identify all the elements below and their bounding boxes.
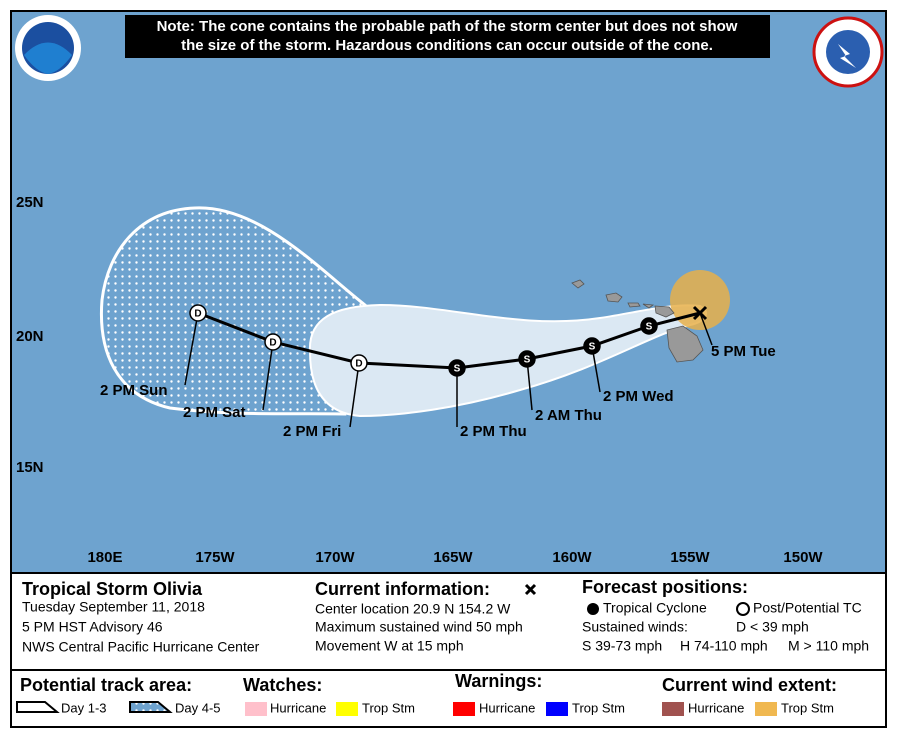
- track-symbol: S: [454, 364, 461, 375]
- noaa-logo: [15, 15, 81, 81]
- warn-trop: Trop Stm: [572, 700, 625, 715]
- post-label: Post/Potential TC: [753, 600, 862, 616]
- day45-cone: [99, 206, 367, 416]
- lon-label: 170W: [315, 549, 355, 566]
- storm-name: Tropical Storm Olivia: [22, 579, 203, 599]
- track-marker: [583, 337, 601, 355]
- track-symbol: S: [524, 355, 531, 366]
- note-box: [125, 15, 770, 58]
- lon-label: 160W: [552, 549, 592, 566]
- time-label: 5 PM Tue: [711, 343, 776, 360]
- tc-label: Tropical Cyclone: [603, 600, 707, 616]
- note: Note: The cone contains the probable pat…: [157, 18, 738, 54]
- s-label: S 39-73 mph: [582, 638, 662, 654]
- x-icon: [524, 583, 537, 596]
- warnings-title: Warnings:: [455, 671, 542, 691]
- wind-trop-swatch: [755, 702, 777, 716]
- track-marker: [448, 359, 466, 377]
- day13-icon: [16, 701, 60, 713]
- wind-hurricane: Hurricane: [688, 700, 744, 715]
- watches-title: Watches:: [243, 675, 322, 695]
- wind-extent: [670, 270, 730, 330]
- leader: [699, 312, 713, 346]
- m-label: M > 110 mph: [788, 638, 869, 654]
- time-label: 2 AM Thu: [535, 407, 602, 424]
- day13-label: Day 1-3: [61, 700, 107, 715]
- track-symbol: S: [646, 322, 653, 333]
- watch-hurricane-swatch: [245, 702, 267, 716]
- leader: [262, 341, 274, 411]
- track-marker: [518, 350, 536, 368]
- track-symbol: D: [194, 309, 201, 320]
- day45-label: Day 4-5: [175, 700, 221, 715]
- leader: [349, 362, 360, 428]
- track-line: [197, 311, 701, 370]
- d-label: D < 39 mph: [736, 619, 809, 635]
- h-label: H 74-110 mph: [680, 638, 768, 654]
- nws-logo: [812, 16, 884, 88]
- track-marker: [189, 304, 207, 322]
- day45-icon: [129, 701, 173, 713]
- center: NWS Central Pacific Hurricane Center: [22, 639, 260, 655]
- track-symbol: D: [355, 359, 362, 370]
- warn-hurricane-swatch: [453, 702, 475, 716]
- track-marker: [350, 354, 368, 372]
- tc-icon: [587, 603, 599, 615]
- current-line: Center location 20.9 N 154.2 W: [315, 601, 511, 617]
- time-label: 2 PM Fri: [283, 423, 341, 440]
- lon-label: 155W: [670, 549, 710, 566]
- current-title: Current information:: [315, 579, 490, 599]
- track-marker: [264, 333, 282, 351]
- lon-label: 150W: [783, 549, 823, 566]
- wind-trop: Trop Stm: [781, 700, 834, 715]
- hawaiian-islands: [571, 279, 704, 363]
- track-symbol: S: [589, 342, 596, 353]
- warn-trop-swatch: [546, 702, 568, 716]
- winds-label: Sustained winds:: [582, 619, 688, 635]
- time-label: 2 PM Wed: [603, 388, 674, 405]
- lon-label: 175W: [195, 549, 235, 566]
- lat-label: 15N: [16, 459, 44, 476]
- watch-trop-swatch: [336, 702, 358, 716]
- lon-label: 165W: [433, 549, 473, 566]
- lat-label: 25N: [16, 194, 44, 211]
- storm-date: Tuesday September 11, 2018: [22, 599, 205, 615]
- wind-hurricane-swatch: [662, 702, 684, 716]
- advisory: 5 PM HST Advisory 46: [22, 619, 163, 635]
- track-legend-title: Potential track area:: [20, 675, 192, 695]
- track-marker: [640, 317, 658, 335]
- forecast-title: Forecast positions:: [582, 577, 748, 597]
- time-label: 2 PM Sat: [183, 404, 246, 421]
- track-symbol: D: [269, 338, 276, 349]
- post-icon: [736, 602, 750, 616]
- wind-title: Current wind extent:: [662, 675, 837, 695]
- watch-trop: Trop Stm: [362, 700, 415, 715]
- time-label: 2 PM Sun: [100, 382, 168, 399]
- warn-hurricane: Hurricane: [479, 700, 535, 715]
- current-line: Maximum sustained wind 50 mph: [315, 619, 523, 635]
- time-label: 2 PM Thu: [460, 423, 527, 440]
- lat-label: 20N: [16, 328, 44, 345]
- lon-label: 180E: [87, 549, 122, 566]
- leader: [184, 312, 199, 386]
- watch-hurricane: Hurricane: [270, 700, 326, 715]
- current-line: Movement W at 15 mph: [315, 638, 464, 654]
